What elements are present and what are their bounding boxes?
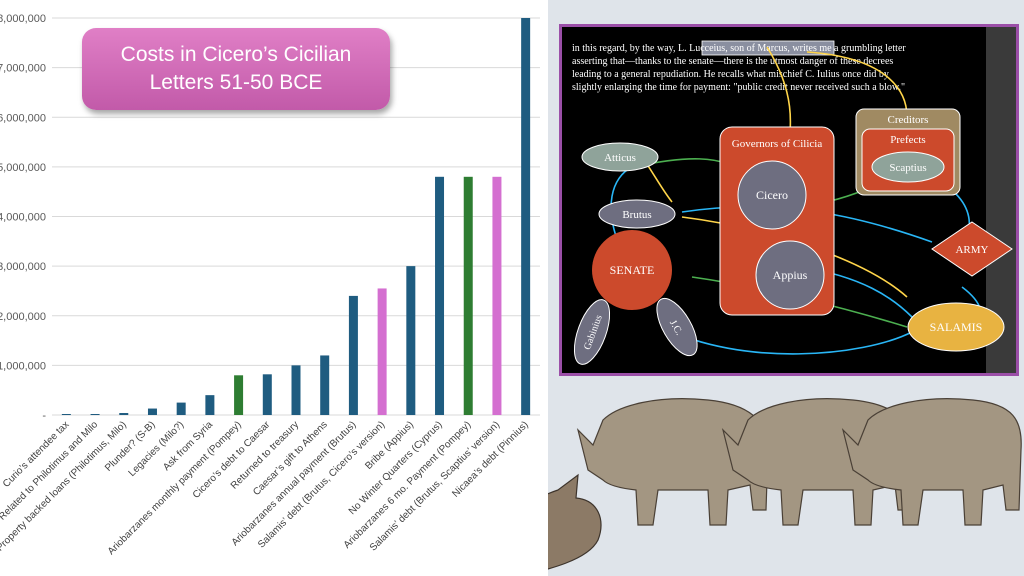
bar — [119, 413, 129, 415]
y-tick-label: 1,000,000 — [0, 360, 46, 372]
bar — [435, 176, 445, 415]
bar — [406, 266, 416, 415]
chart-title-text: Costs in Cicero’s Cicilian Letters 51-50… — [120, 43, 352, 94]
quote-line-3: leading to a general repudiation. He rec… — [572, 69, 889, 80]
rhinoceros-illustration — [548, 398, 1022, 570]
node-atticus: Atticus — [581, 142, 659, 172]
svg-text:ARMY: ARMY — [955, 244, 988, 256]
svg-text:Governors of Cilicia: Governors of Cilicia — [732, 138, 823, 150]
node-army: ARMY — [931, 221, 1013, 277]
network-diagram: in this regard, by the way, L. Lucceius,… — [559, 24, 1019, 376]
y-tick-label: 3,000,000 — [0, 261, 46, 273]
node-jc: J.C. — [656, 297, 698, 357]
bar — [234, 375, 244, 415]
svg-text:Prefects: Prefects — [890, 134, 925, 146]
y-tick-label: 5,000,000 — [0, 162, 46, 174]
quote-line-4: slightly enlarging the time for payment:… — [572, 82, 905, 93]
svg-text:Creditors: Creditors — [888, 114, 929, 126]
bar — [291, 365, 301, 415]
svg-text:SALAMIS: SALAMIS — [930, 320, 983, 334]
bar — [147, 408, 157, 415]
bar — [320, 355, 330, 415]
quote-line-2: asserting that—thanks to the senate—ther… — [572, 56, 893, 67]
bar — [205, 395, 215, 415]
y-tick-label: 4,000,000 — [0, 212, 46, 224]
bar — [262, 374, 272, 415]
node-senate: SENATE — [592, 230, 672, 310]
node-gabinius: Gabinius — [573, 299, 611, 365]
bar — [521, 18, 531, 415]
chart-title: Costs in Cicero’s Cicilian Letters 51-50… — [82, 28, 390, 110]
svg-text:Brutus: Brutus — [622, 209, 651, 221]
y-tick-label: 8,000,000 — [0, 13, 46, 25]
y-tick-label: 6,000,000 — [0, 112, 46, 124]
svg-text:Appius: Appius — [773, 268, 808, 282]
y-tick-label: - — [42, 410, 46, 422]
bar — [61, 414, 71, 416]
x-tick-label: Property backed loans (Philotimus, Milo) — [0, 419, 129, 553]
bar — [90, 414, 100, 416]
x-tick-label: Ariobarzanes monthly payment (Pompey) — [106, 419, 244, 557]
rhino-head-icon — [548, 473, 602, 570]
node-appius: Appius — [755, 240, 825, 310]
y-tick-label: 7,000,000 — [0, 63, 46, 75]
bar-chart: - 1,000,000 2,000,000 3,000,000 4,000,000 5,0… — [0, 13, 540, 557]
y-tick-label: 2,000,000 — [0, 311, 46, 323]
bar — [463, 176, 473, 415]
bar — [492, 176, 502, 415]
svg-text:Atticus: Atticus — [604, 152, 636, 164]
node-salamis: SALAMIS — [907, 302, 1005, 352]
bar — [348, 295, 358, 415]
x-tick-label: Plunder? (S-B) — [103, 419, 158, 474]
node-cicero: Cicero — [737, 160, 807, 230]
svg-text:Scaptius: Scaptius — [889, 162, 926, 174]
bar — [176, 402, 186, 415]
rhino-3-icon — [841, 398, 1022, 526]
node-scaptius: Scaptius — [871, 151, 945, 183]
node-brutus: Brutus — [598, 199, 676, 229]
svg-text:Cicero: Cicero — [756, 188, 788, 202]
svg-text:SENATE: SENATE — [610, 263, 655, 277]
quote-line-1: in this regard, by the way, L. Lucceius,… — [572, 43, 906, 54]
bar — [377, 288, 387, 415]
chart-panel: - 1,000,000 2,000,000 3,000,000 4,000,000 5,0… — [0, 13, 540, 558]
